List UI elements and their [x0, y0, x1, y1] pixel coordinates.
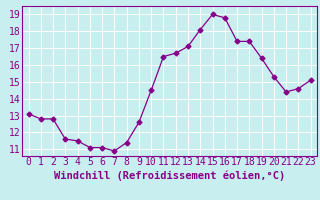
X-axis label: Windchill (Refroidissement éolien,°C): Windchill (Refroidissement éolien,°C) — [54, 170, 285, 181]
